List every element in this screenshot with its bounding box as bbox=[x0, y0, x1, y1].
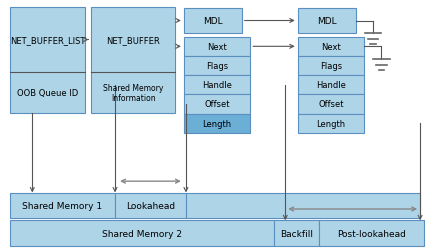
Bar bbox=[10, 193, 115, 218]
Bar bbox=[297, 9, 355, 34]
Text: Flags: Flags bbox=[320, 62, 342, 71]
Text: Post-lookahead: Post-lookahead bbox=[337, 229, 406, 238]
Bar bbox=[184, 114, 250, 133]
Text: Length: Length bbox=[203, 119, 232, 128]
Bar bbox=[297, 57, 364, 76]
Bar bbox=[297, 38, 364, 57]
Bar bbox=[91, 8, 175, 113]
Text: Flags: Flags bbox=[206, 62, 228, 71]
Bar bbox=[319, 220, 424, 246]
Text: NET_BUFFER: NET_BUFFER bbox=[107, 36, 160, 45]
Bar bbox=[184, 38, 250, 57]
Text: Shared Memory 1: Shared Memory 1 bbox=[23, 201, 103, 210]
Text: Next: Next bbox=[207, 43, 227, 52]
Text: MDL: MDL bbox=[203, 17, 223, 26]
Bar bbox=[115, 193, 186, 218]
Text: Offset: Offset bbox=[318, 100, 344, 109]
Bar bbox=[184, 9, 242, 34]
Text: OOB Queue ID: OOB Queue ID bbox=[17, 89, 78, 98]
Bar bbox=[10, 220, 274, 246]
Bar bbox=[184, 95, 250, 114]
Text: Handle: Handle bbox=[316, 81, 346, 90]
Text: Next: Next bbox=[321, 43, 341, 52]
Text: NET_BUFFER_LIST: NET_BUFFER_LIST bbox=[10, 36, 85, 45]
Text: Length: Length bbox=[317, 119, 346, 128]
Text: Shared Memory 2: Shared Memory 2 bbox=[102, 229, 182, 238]
Bar bbox=[184, 57, 250, 76]
Text: Shared Memory
Information: Shared Memory Information bbox=[103, 84, 164, 103]
Bar bbox=[297, 76, 364, 95]
Text: Offset: Offset bbox=[204, 100, 230, 109]
Bar bbox=[186, 193, 420, 218]
Bar bbox=[297, 114, 364, 133]
Text: Handle: Handle bbox=[202, 81, 232, 90]
Bar bbox=[297, 95, 364, 114]
Text: MDL: MDL bbox=[317, 17, 336, 26]
Text: Backfill: Backfill bbox=[280, 229, 313, 238]
Text: Lookahead: Lookahead bbox=[126, 201, 175, 210]
Bar bbox=[274, 220, 319, 246]
Bar bbox=[10, 8, 85, 113]
Bar bbox=[184, 76, 250, 95]
